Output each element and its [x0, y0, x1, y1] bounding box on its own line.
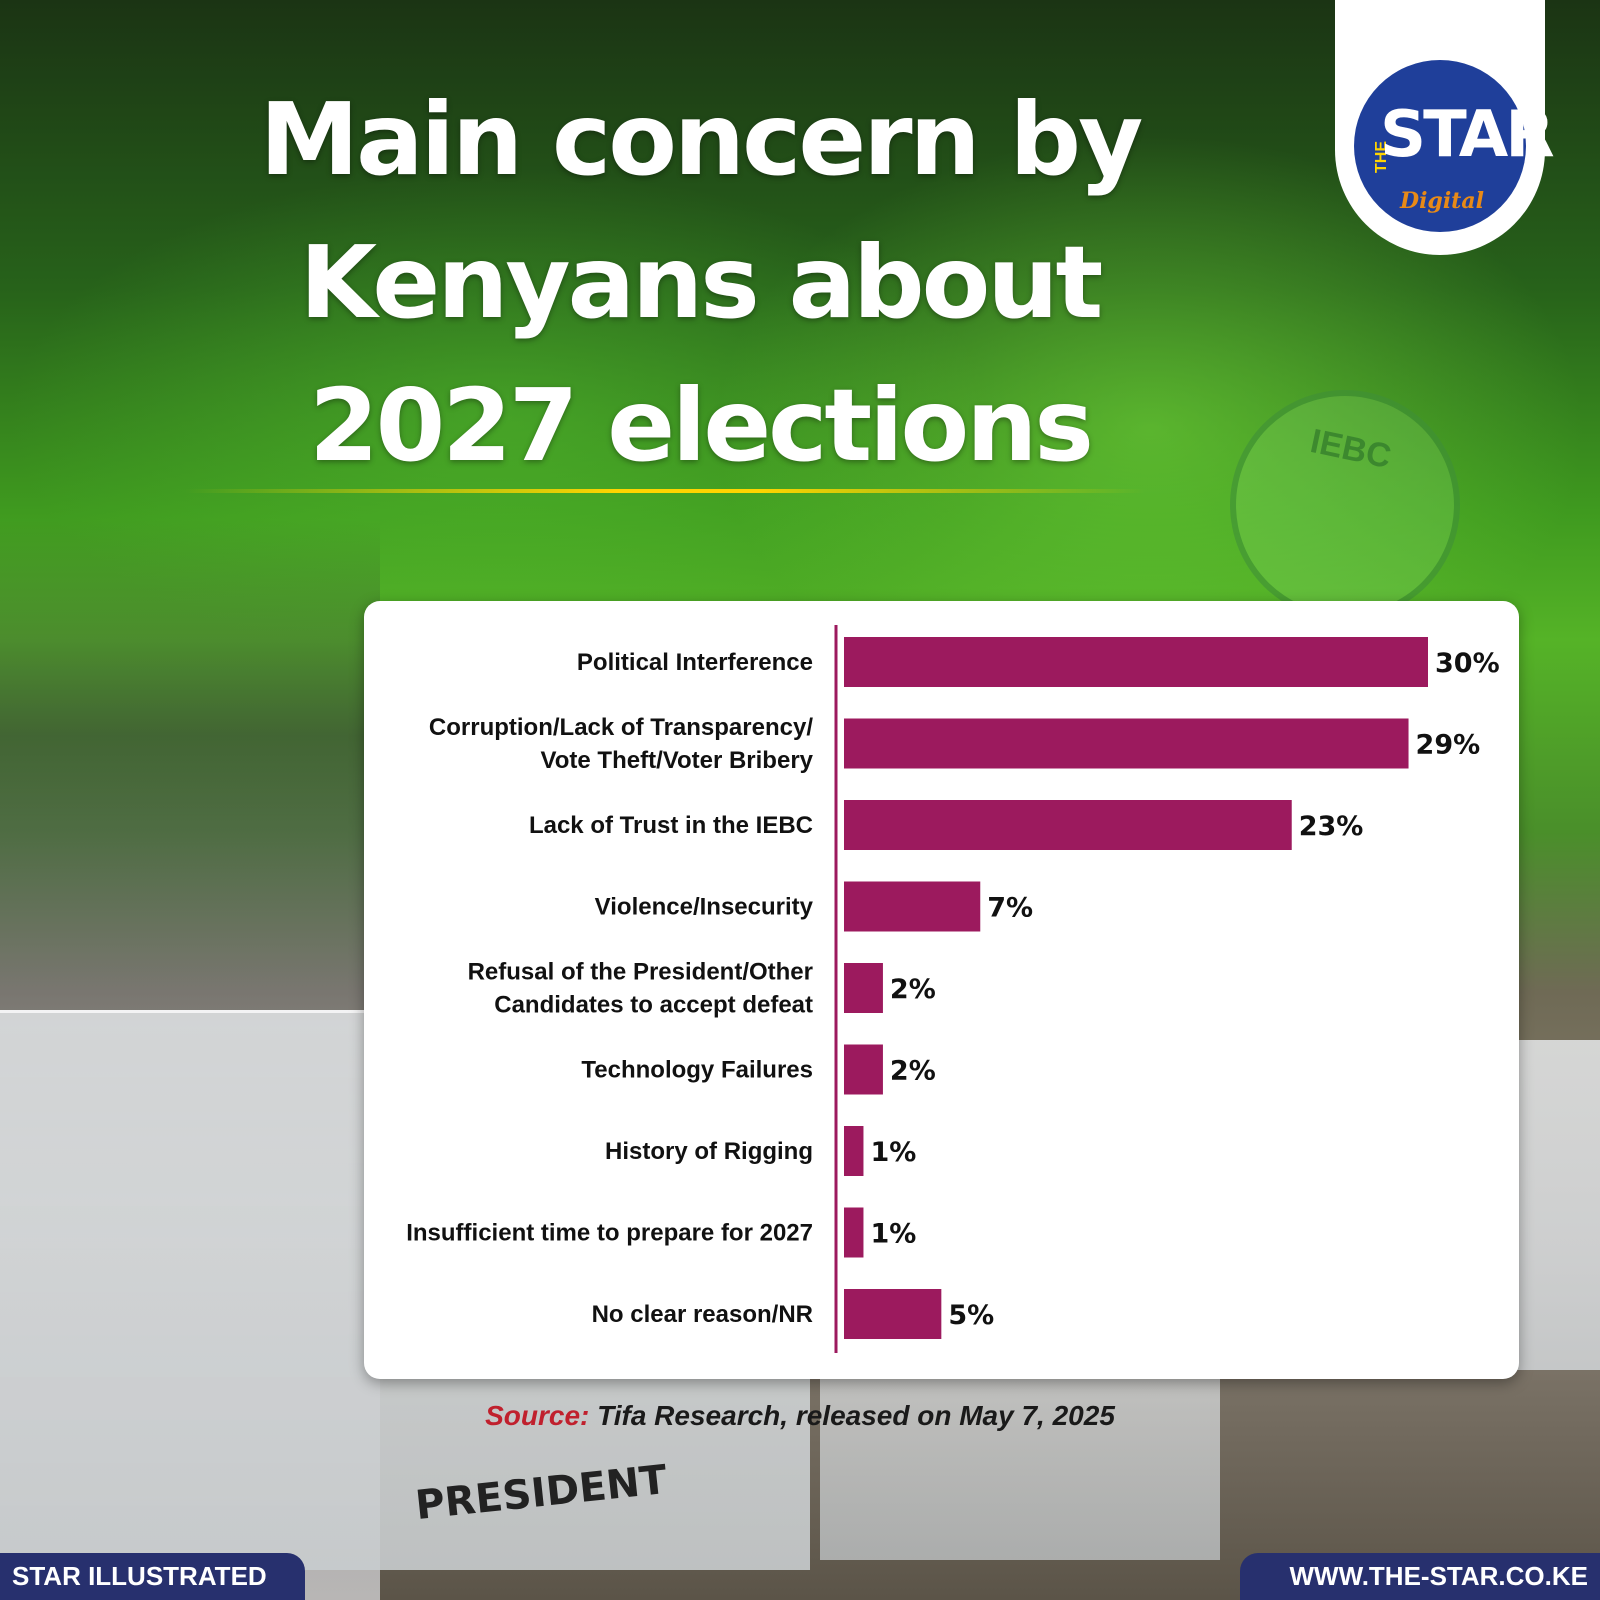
- category-label-7-line-0: Insufficient time to prepare for 2027: [406, 1220, 813, 1247]
- category-label-1-line-0: Corruption/Lack of Transparency/: [429, 714, 813, 741]
- value-label-4: 2%: [890, 974, 936, 1005]
- bar-1: [844, 718, 1409, 769]
- bar-4: [844, 963, 883, 1013]
- star-logo-icon: [1354, 60, 1526, 232]
- value-label-1: 29%: [1416, 730, 1481, 761]
- value-label-3: 7%: [987, 893, 1033, 924]
- category-label-4-line-0: Refusal of the President/Other: [468, 959, 813, 986]
- category-label-3-line-0: Violence/Insecurity: [595, 894, 814, 921]
- footer-brand-label: STAR ILLUSTRATED: [0, 1553, 305, 1600]
- bar-0: [844, 637, 1428, 687]
- bar-chart: 30% Political Interference 29% Corruption/L…: [406, 625, 1500, 1353]
- source-note: Source: Tifa Research, released on May 7…: [0, 1400, 1600, 1432]
- title-line-2: Kenyans about: [299, 224, 1104, 341]
- logo-suffix: Digital: [1400, 188, 1484, 214]
- value-label-5: 2%: [890, 1056, 936, 1087]
- footer-website-link[interactable]: WWW.THE-STAR.CO.KE: [1240, 1553, 1600, 1600]
- source-prefix: Source:: [485, 1400, 590, 1431]
- category-label-4-line-1: Candidates to accept defeat: [494, 992, 813, 1019]
- category-label-5-line-0: Technology Failures: [581, 1057, 813, 1084]
- bar-5: [844, 1044, 883, 1095]
- bar-7: [844, 1207, 864, 1258]
- value-label-7: 1%: [870, 1219, 916, 1250]
- bar-3: [844, 881, 981, 932]
- value-label-6: 1%: [870, 1137, 916, 1168]
- title-line-3: 2027 elections: [309, 367, 1094, 484]
- iebc-seal-graphic: [1230, 390, 1460, 620]
- value-label-2: 23%: [1299, 811, 1364, 842]
- title-line-1: Main concern by: [259, 81, 1144, 198]
- bar-2: [844, 800, 1292, 850]
- category-label-8-line-0: No clear reason/NR: [592, 1301, 813, 1328]
- value-label-0: 30%: [1435, 648, 1500, 679]
- bar-8: [844, 1289, 942, 1339]
- logo-name: STAR: [1380, 98, 1555, 172]
- category-label-6-line-0: History of Rigging: [605, 1138, 813, 1165]
- source-text: Tifa Research, released on May 7, 2025: [597, 1400, 1115, 1431]
- title-divider: [185, 489, 1145, 493]
- value-label-8: 5%: [948, 1300, 994, 1331]
- chart-card: 30% Political Interference 29% Corruption/L…: [364, 601, 1519, 1379]
- background-ballot-box-right: [820, 1360, 1220, 1560]
- bar-6: [844, 1126, 864, 1176]
- page-title: Main concern by Kenyans about 2027 elect…: [150, 68, 1250, 497]
- category-label-0-line-0: Political Interference: [577, 649, 813, 676]
- category-label-2-line-0: Lack of Trust in the IEBC: [529, 812, 813, 839]
- category-label-1-line-1: Vote Theft/Voter Bribery: [541, 747, 814, 774]
